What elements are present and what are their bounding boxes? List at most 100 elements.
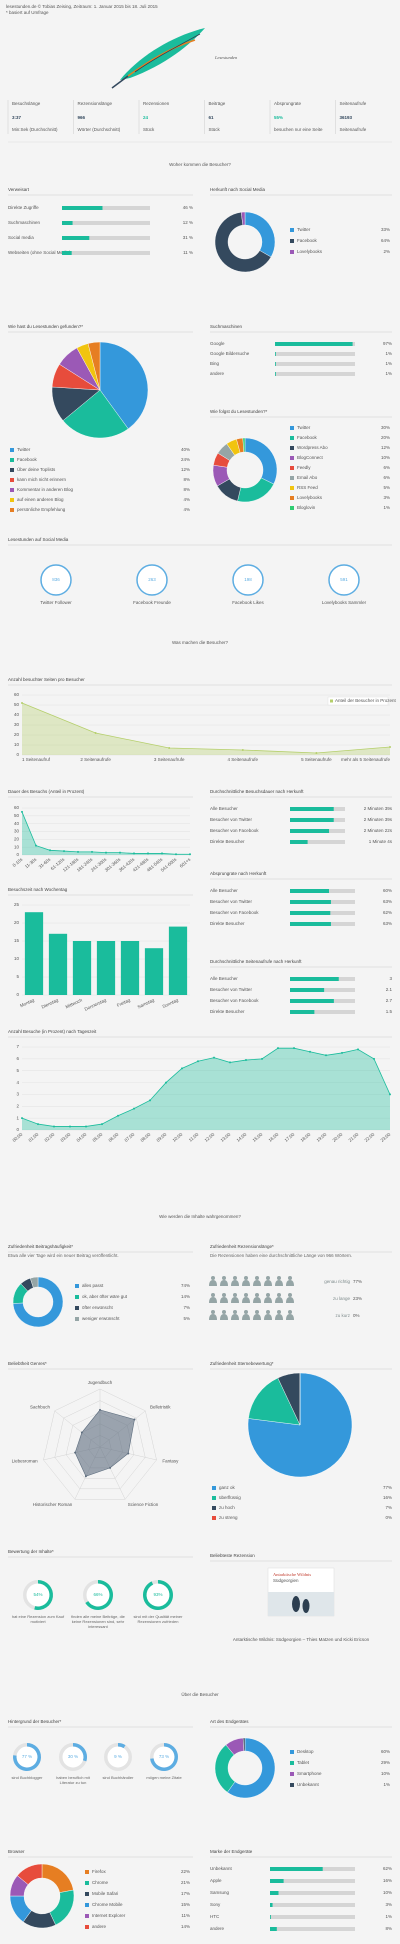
legend-value: 22% bbox=[181, 1869, 190, 1874]
point bbox=[147, 852, 149, 855]
bar-label: Apple bbox=[210, 1878, 222, 1883]
point bbox=[94, 732, 97, 734]
legend-label: Kommentar in anderen Blog bbox=[17, 487, 74, 492]
legend-label: Lovelybooks bbox=[297, 249, 323, 254]
pie-slice bbox=[87, 341, 101, 391]
panel-title: Zufriedenheit Rezensionslänge* bbox=[210, 1244, 274, 1249]
bar bbox=[275, 362, 276, 366]
x-tick-label: Freitag bbox=[116, 997, 131, 1008]
y-tick-label: 15 bbox=[14, 938, 20, 943]
y-tick-label: 30 bbox=[14, 829, 20, 834]
person-body bbox=[286, 1314, 294, 1320]
bar bbox=[290, 807, 334, 811]
y-tick-label: 2 bbox=[16, 1103, 19, 1108]
legend-value: 4% bbox=[183, 497, 190, 502]
point bbox=[245, 1059, 247, 1062]
ring-caption: hat eine Rezension zum Kauf motiviert bbox=[11, 1614, 65, 1624]
bar-label: Google Bildersuche bbox=[210, 351, 250, 356]
person-head bbox=[233, 1293, 237, 1297]
bar-value-label: 2 Minuten 39s bbox=[364, 806, 393, 811]
y-tick-label: 0 bbox=[16, 1127, 19, 1132]
panel-title: Zufriedenheit Beitragshäufigkeit* bbox=[8, 1244, 73, 1249]
person-head bbox=[244, 1276, 248, 1280]
y-tick-label: 40 bbox=[14, 712, 20, 717]
legend-swatch bbox=[85, 1881, 89, 1885]
bar-label: Google bbox=[210, 341, 225, 346]
bar bbox=[290, 988, 325, 992]
penguin bbox=[292, 1596, 300, 1612]
person-head bbox=[211, 1276, 215, 1280]
person-body bbox=[220, 1280, 228, 1286]
point bbox=[21, 810, 23, 813]
legend-box bbox=[327, 696, 389, 706]
legend-value: 12% bbox=[381, 445, 390, 450]
bar-value-label: 62% bbox=[383, 1866, 392, 1871]
legend-swatch bbox=[85, 1870, 89, 1874]
bar-label: Direkte Besucher bbox=[210, 1009, 245, 1014]
legend-label: Mobile Safari bbox=[92, 1891, 118, 1896]
bar bbox=[290, 818, 334, 822]
line bbox=[21, 702, 391, 754]
bar-value-label: 3% bbox=[385, 1902, 392, 1907]
bar-value-label: 1% bbox=[385, 361, 392, 366]
bar-value-label: 31 % bbox=[183, 235, 193, 240]
point bbox=[91, 850, 93, 853]
legend-value: 5% bbox=[383, 485, 390, 490]
legend-value: 4% bbox=[183, 507, 190, 512]
panel-title: Anzahl besuchter Seiten pro Besucher bbox=[8, 677, 85, 682]
x-tick-label: Sonntag bbox=[162, 997, 180, 1009]
x-tick-label: 03:00 bbox=[60, 1132, 72, 1143]
bar bbox=[96, 941, 116, 995]
counter-label: Facebook Freunde bbox=[133, 600, 171, 605]
ring-arc bbox=[73, 1743, 88, 1762]
y-tick-label: 5 bbox=[16, 1068, 19, 1073]
bar-value-label: 1.5 bbox=[386, 1009, 393, 1014]
legend-swatch bbox=[290, 486, 294, 490]
legend-value: 6% bbox=[383, 475, 390, 480]
panel-title: Wie folgst du Lesestunden?* bbox=[210, 409, 268, 414]
bar-label: Bing bbox=[210, 361, 220, 366]
point bbox=[149, 1099, 151, 1102]
ring-value: 77 % bbox=[22, 1754, 32, 1759]
icon-label: zu kurz bbox=[335, 1313, 350, 1318]
pie-slice bbox=[237, 477, 274, 503]
legend-value: 64% bbox=[381, 238, 390, 243]
bar-track bbox=[275, 352, 355, 356]
x-tick-label: 20:00 bbox=[332, 1132, 344, 1143]
panel-title: Anzahl Besuche (in Prozent) nach Tagesze… bbox=[8, 1029, 97, 1034]
ring-value: 30 % bbox=[68, 1754, 78, 1759]
counter-ring bbox=[328, 564, 360, 596]
bar bbox=[120, 941, 140, 995]
icon-value: 0% bbox=[353, 1313, 360, 1318]
point bbox=[309, 1050, 311, 1053]
x-tick-label: 15:00 bbox=[252, 1132, 264, 1143]
bar bbox=[290, 900, 331, 904]
x-tick-label: Dienstag bbox=[41, 997, 60, 1009]
x-tick-label: 14:00 bbox=[236, 1132, 248, 1143]
section-heading: Was machen die Besucher? bbox=[172, 640, 229, 645]
bar-value-label: 10% bbox=[383, 1890, 392, 1895]
legend-value: 17% bbox=[181, 1891, 190, 1896]
legend-value: 6% bbox=[383, 465, 390, 470]
line bbox=[21, 1047, 391, 1127]
bar-value-label: 2 Minuten 22s bbox=[364, 828, 393, 833]
legend-swatch bbox=[290, 1761, 294, 1765]
bar-track bbox=[275, 362, 355, 366]
radar-label: Belletristik bbox=[150, 1404, 171, 1409]
bar bbox=[270, 1915, 271, 1919]
bar bbox=[270, 1927, 277, 1931]
point bbox=[101, 1123, 103, 1126]
person-body bbox=[275, 1314, 283, 1320]
legend-swatch bbox=[10, 488, 14, 492]
bar-track bbox=[290, 1010, 355, 1014]
pie-slice bbox=[30, 1276, 39, 1288]
radar-label: Science Fiction bbox=[128, 1502, 159, 1507]
bar-value-label: 11 % bbox=[183, 250, 193, 255]
point bbox=[21, 1117, 23, 1120]
bar-label: Besucher von Twitter bbox=[210, 817, 252, 822]
panel-title: Durchschnittliche Besuchsdauer nach Herk… bbox=[210, 789, 304, 794]
point bbox=[261, 1057, 263, 1060]
legend-label: Facebook bbox=[17, 457, 38, 462]
legend-label: Smartphone bbox=[297, 1771, 322, 1776]
legend-label: überflüssig bbox=[219, 1495, 241, 1500]
